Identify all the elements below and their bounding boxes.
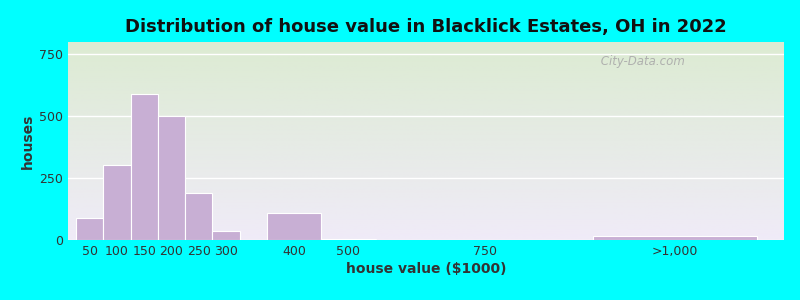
Y-axis label: houses: houses — [21, 113, 35, 169]
Title: Distribution of house value in Blacklick Estates, OH in 2022: Distribution of house value in Blacklick… — [125, 18, 727, 36]
Bar — [103, 164, 130, 240]
Bar — [158, 116, 185, 240]
Bar — [266, 213, 321, 240]
X-axis label: house value ($1000): house value ($1000) — [346, 262, 506, 276]
Bar — [594, 236, 757, 240]
Bar — [130, 94, 158, 240]
Text: City-Data.com: City-Data.com — [597, 55, 685, 68]
Bar — [185, 193, 212, 240]
Bar — [212, 231, 239, 240]
Bar — [76, 218, 103, 240]
Bar — [321, 239, 376, 240]
